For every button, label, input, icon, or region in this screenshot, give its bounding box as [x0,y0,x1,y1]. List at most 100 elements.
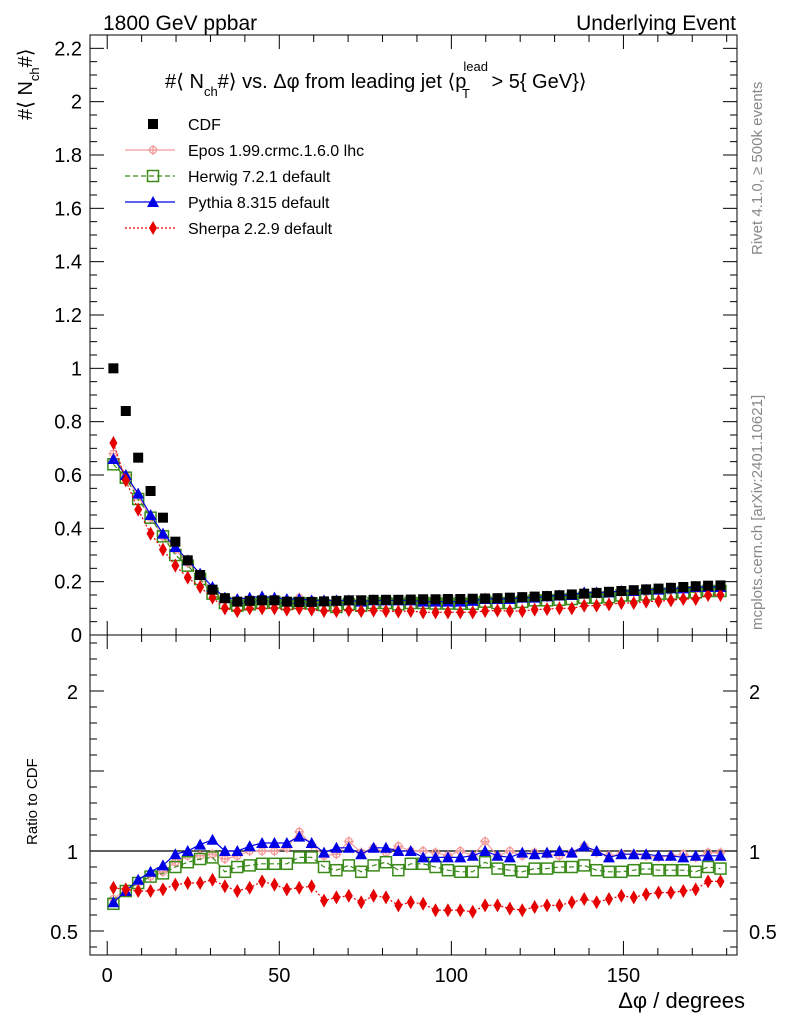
ratio-point-sherpa [617,888,626,903]
data-point-sherpa [555,601,564,616]
ratio-point-pythia [318,846,331,858]
x-tick-label: 0 [102,965,113,987]
data-point-sherpa [642,594,651,609]
ratio-point-pythia [516,846,529,858]
ratio-point-pythia [615,848,628,860]
data-point-sherpa [369,603,378,618]
x-axis-label: Δφ / degrees [618,988,745,1013]
ratio-point-pythia [355,848,368,860]
series-ratio [107,826,727,919]
ratio-point-herwig [292,851,306,864]
ratio-point-pythia [590,845,603,856]
title-part-c: > 5{ GeV}⟩ [486,71,587,93]
ratio-point-pythia [417,851,430,863]
ratio-point-sherpa [208,872,217,887]
y-tick-label: 0.2 [54,572,82,594]
data-point-sherpa [158,542,167,557]
ratio-y-tick-label-right: 2 [749,682,760,704]
data-point-cdf [430,594,441,605]
ratio-point-pythia [156,859,169,871]
legend-label-cdf: CDF [188,117,221,134]
data-point-sherpa [629,596,638,610]
ratio-point-herwig [243,859,256,872]
data-point-cdf [356,595,367,606]
data-point-cdf [703,580,714,591]
ratio-point-sherpa [332,890,341,905]
axes: 0 50 100 150 0 0.2 0.4 0.6 0.8 1 1.2 1.4 1.6 1.8 2 2.2 0… [50,34,777,987]
data-point-cdf [418,594,429,605]
ratio-point-herwig [268,857,281,871]
data-point-sherpa [183,570,192,585]
data-point-cdf [157,512,168,523]
ratio-point-pythia [503,851,516,863]
ratio-point-herwig [367,859,380,872]
ratio-point-herwig [317,860,331,874]
ratio-point-sherpa [431,903,440,918]
data-point-sherpa [604,597,613,612]
data-point-sherpa [666,593,675,608]
ratio-point-herwig [652,863,665,877]
data-point-cdf [665,582,676,593]
data-point-sherpa [505,604,514,618]
ratio-point-pythia [454,851,467,863]
ratio-point-herwig [677,863,690,877]
data-point-sherpa [109,436,118,450]
data-point-pythia [144,509,157,520]
ratio-point-pythia [541,846,554,858]
data-point-pythia [107,453,120,464]
data-point-sherpa [567,601,576,616]
data-point-sherpa [381,604,390,618]
data-point-sherpa [196,580,205,594]
data-point-cdf [653,583,664,594]
header-right: Underlying Event [576,12,736,35]
ratio-point-sherpa [679,884,688,898]
data-point-cdf [591,587,602,598]
ratio-point-herwig [516,865,529,879]
ratio-point-sherpa [419,896,428,911]
ratio-point-sherpa [258,874,267,889]
legend-marker-cdf [148,119,158,129]
ratio-point-sherpa [456,903,465,918]
data-point-cdf [219,593,230,604]
data-point-cdf [542,591,553,602]
ratio-point-herwig [466,865,479,879]
data-point-cdf [281,596,292,607]
ratio-point-herwig [181,855,194,869]
ratio-point-herwig [206,851,219,864]
ratio-point-herwig [491,862,504,875]
ratio-point-sherpa [121,882,130,897]
ratio-point-sherpa [543,898,552,913]
ratio-point-pythia [256,837,269,848]
ratio-point-sherpa [394,898,403,913]
data-point-cdf [232,596,243,607]
ratio-point-herwig [379,855,393,869]
data-point-sherpa [691,592,700,606]
ratio-y-tick-label-right: 0.5 [749,922,777,944]
ratio-point-sherpa [468,904,477,919]
ratio-point-pythia [689,849,702,861]
ratio-point-sherpa [518,903,527,918]
ratio-point-pythia [367,841,380,853]
data-point-sherpa [406,604,415,618]
ratio-point-pythia [169,848,182,860]
data-point-cdf [504,592,515,603]
ratio-point-pythia [404,845,417,856]
data-point-sherpa [468,605,477,620]
data-point-cdf [133,452,144,463]
ratio-point-sherpa [134,884,143,898]
ratio-point-sherpa [580,892,589,906]
ratio-point-herwig [255,857,269,871]
data-point-cdf [294,596,305,607]
y-tick-label: 0 [71,625,82,647]
ratio-point-sherpa [666,885,675,900]
ratio-point-sherpa [493,898,502,913]
ratio-point-sherpa [642,887,651,902]
ratio-point-sherpa [196,876,205,890]
title-sub-ch: ch [204,84,218,99]
title-part-a: #⟨ N [165,71,204,93]
ratio-point-sherpa [357,895,366,910]
y-tick-label: 2 [71,92,82,114]
ratio-point-pythia [602,851,615,863]
data-point-sherpa [543,602,552,617]
ratio-point-pythia [181,845,194,856]
